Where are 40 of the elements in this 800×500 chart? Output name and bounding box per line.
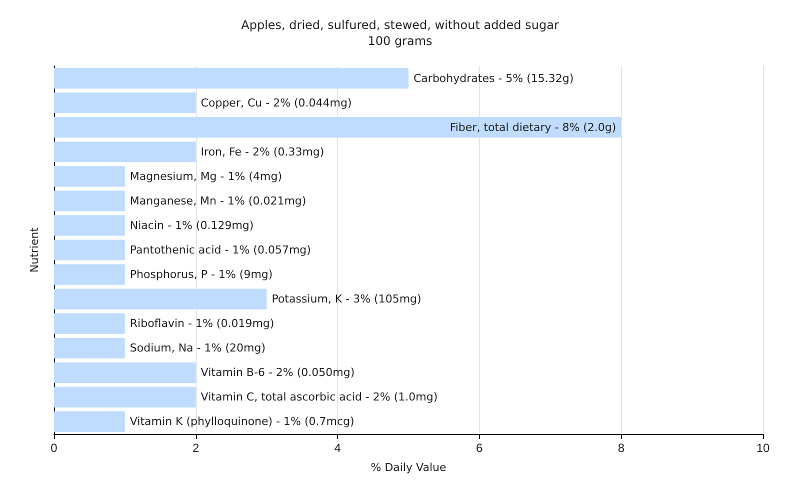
bar	[54, 92, 196, 114]
y-tick-label: Niacin - 1% (0.129mg)	[130, 218, 254, 232]
chart-subtitle: 100 grams	[368, 34, 432, 48]
y-tick-label: Iron, Fe - 2% (0.33mg)	[200, 145, 324, 158]
x-tick-label: 6	[476, 441, 484, 455]
x-tick-label: 10	[756, 441, 770, 455]
y-tick-label: Pantothenic acid - 1% (0.057mg)	[130, 244, 311, 256]
y-tick-label: Fiber, total dietary - 8% (2.0g)	[450, 120, 616, 134]
y-tick-label: Vitamin K (phylloquinone) - 1% (0.7mcg)	[130, 415, 354, 428]
y-tick-label: Carbohydrates - 5% (15.32g)	[414, 72, 574, 85]
y-tick-label: Copper, Cu - 2% (0.044mg)	[200, 96, 352, 110]
bar	[54, 166, 125, 187]
bar	[54, 338, 125, 358]
bar	[54, 117, 622, 138]
bar	[54, 288, 267, 310]
bar	[54, 264, 125, 285]
chart-title: Apples, dried, sulfured, stewed, without added sugar	[241, 18, 559, 32]
bar	[54, 313, 125, 334]
y-tick-label: Vitamin C, total ascorbic acid - 2% (1.0mg)	[200, 390, 438, 404]
y-axis-title: Nutrient	[28, 226, 41, 273]
bar	[54, 411, 125, 432]
y-tick-label: Phosphorus, P - 1% (9mg)	[130, 268, 273, 282]
y-tick-label: Sodium, Na - 1% (20mg)	[130, 342, 266, 355]
y-tick-label: Riboflavin - 1% (0.019mg)	[130, 317, 274, 330]
bar	[54, 68, 408, 89]
x-axis-title: % Daily Value	[370, 461, 446, 474]
x-tick-label: 2	[192, 441, 200, 455]
y-tick-label: Potassium, K - 3% (105mg)	[272, 292, 422, 306]
bar	[54, 240, 125, 260]
bar	[54, 386, 196, 408]
bar	[54, 362, 196, 383]
x-tick-label: 4	[334, 441, 342, 455]
bar	[54, 215, 125, 236]
bar	[54, 142, 196, 162]
x-tick-label: 0	[50, 441, 58, 455]
y-tick-label: Manganese, Mn - 1% (0.021mg)	[130, 194, 306, 208]
bar	[54, 190, 125, 212]
x-tick-label: 8	[618, 441, 625, 455]
y-tick-label: Magnesium, Mg - 1% (4mg)	[130, 170, 282, 183]
y-tick-label: Vitamin B-6 - 2% (0.050mg)	[200, 366, 355, 380]
